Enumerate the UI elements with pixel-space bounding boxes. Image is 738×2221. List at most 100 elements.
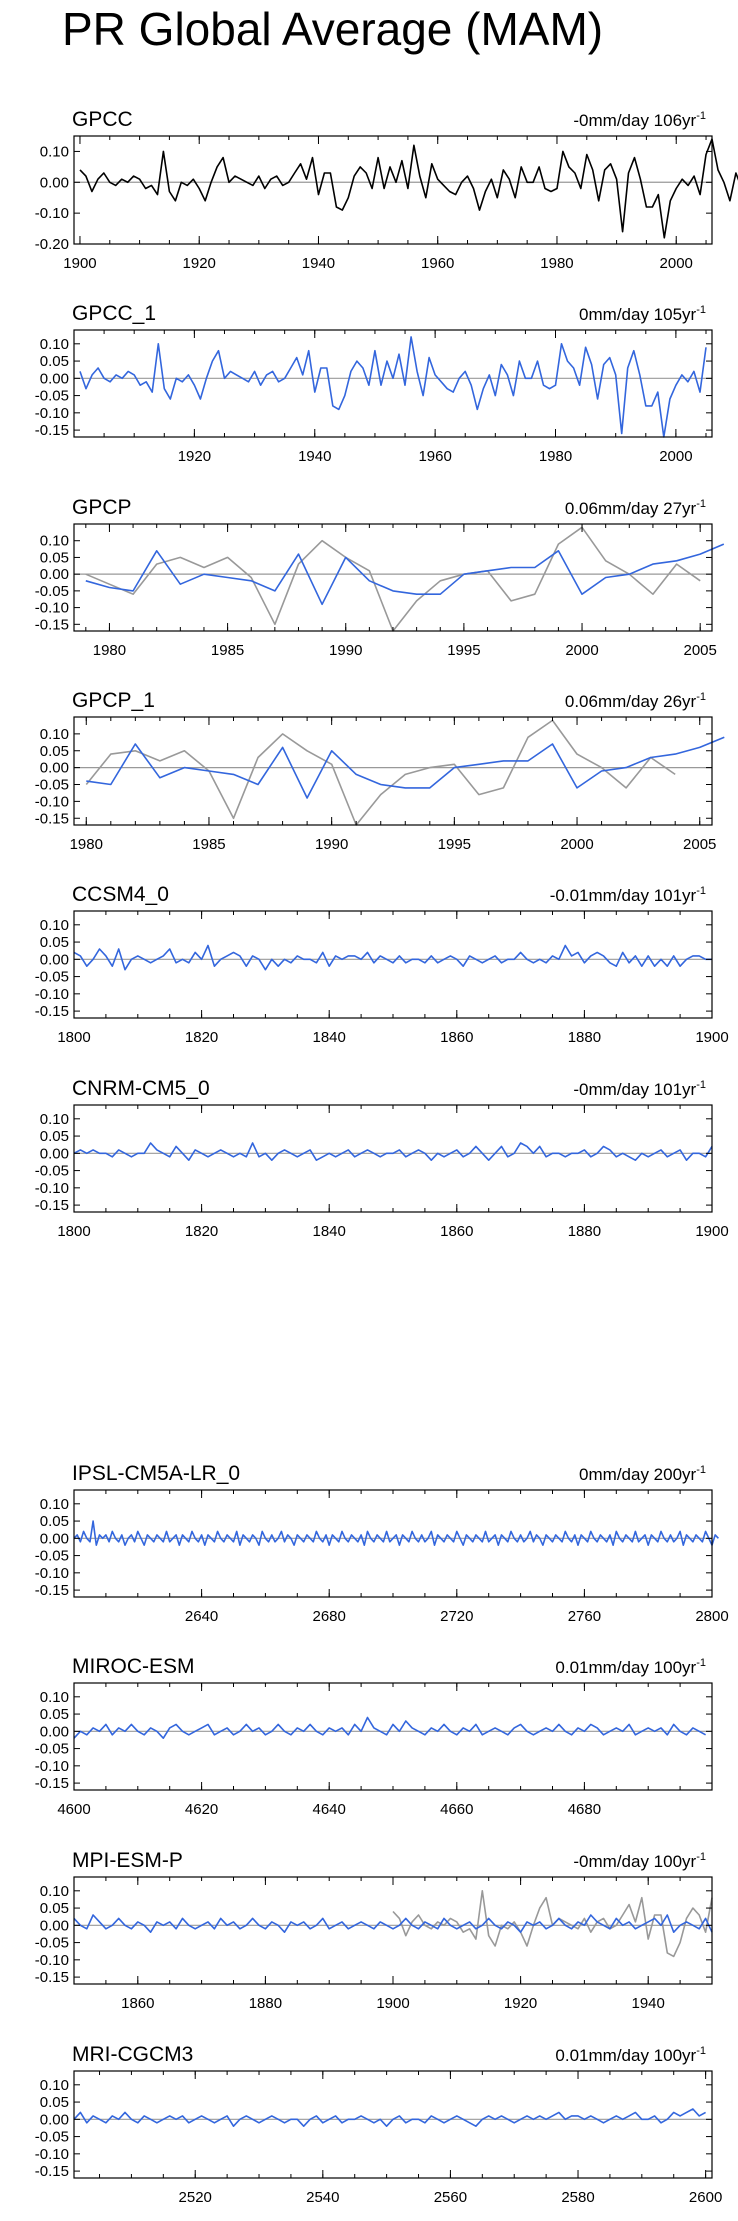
x-tick-label: 1900 [695,1029,728,1046]
x-tick-label: 2600 [689,2189,722,2206]
x-tick-label: 1900 [376,1995,409,2012]
series-line-miroc-esm [73,1716,706,1739]
trend-label: 0mm/day 105yr-1 [579,304,706,324]
y-tick-label: -0.10 [35,793,69,810]
series-line-gpcc-1 [79,336,707,438]
trend-value: -0mm/day 101yr [573,1080,696,1099]
y-tick-label: 0.05 [40,1900,69,1917]
x-tick-label: 1920 [183,255,216,272]
y-tick-label: -0.05 [35,583,69,600]
y-tick-label: 0.10 [40,533,69,550]
y-tick-label: -0.20 [35,236,69,253]
series-line-gpcp-1 [86,736,725,799]
trend-value: 0.06mm/day 27yr [565,499,697,518]
series-line-ccsm4-0 [73,944,712,971]
x-tick-label: 2760 [568,1608,601,1625]
trend-value: 0.01mm/day 100yr [555,2046,696,2065]
y-tick-label: -0.05 [35,969,69,986]
y-tick-label: -0.15 [35,1197,69,1214]
x-tick-label: 2000 [660,255,693,272]
y-tick-label: -0.05 [35,388,69,405]
panel-title: CCSM4_0 [72,883,169,906]
trend-exponent: -1 [696,1079,706,1091]
panel-title: MPI-ESM-P [72,1849,183,1872]
x-tick-label: 2000 [560,836,593,853]
x-tick-label: 1990 [315,836,348,853]
y-tick-label: -0.15 [35,810,69,827]
y-tick-label: -0.10 [35,1180,69,1197]
panel-title: GPCC_1 [72,302,156,325]
x-tick-label: 4680 [568,1801,601,1818]
x-tick-label: 2640 [185,1608,218,1625]
y-tick-label: -0.05 [35,1163,69,1180]
y-tick-label: -0.05 [35,1548,69,1565]
y-tick-label: 0.05 [40,1706,69,1723]
trend-exponent: -1 [696,691,706,703]
trend-value: 0mm/day 105yr [579,305,696,324]
trend-label: -0.01mm/day 101yr-1 [550,885,706,905]
plot-frame [73,1876,713,1985]
y-tick-label: -0.15 [35,1775,69,1792]
series-line-mpi-esm-p [73,1914,713,1933]
y-tick-label: -0.05 [35,1741,69,1758]
x-tick-label: 1840 [313,1223,346,1240]
x-tick-label: 1980 [539,448,572,465]
y-tick-label: -0.05 [35,1935,69,1952]
x-tick-label: 1800 [57,1029,90,1046]
x-tick-label: 1940 [298,448,331,465]
trend-value: 0.06mm/day 26yr [565,692,697,711]
trend-label: 0.01mm/day 100yr-1 [555,2045,706,2065]
trend-exponent: -1 [696,498,706,510]
y-tick-label: 0.00 [40,2111,69,2128]
x-tick-label: 4640 [313,1801,346,1818]
trend-exponent: -1 [696,2045,706,2057]
plot-frame [73,1104,713,1213]
chart-panel-mpi-esm-p: MPI-ESM-P -0mm/day 100yr-10.100.050.00-0.… [35,1849,713,2012]
x-tick-label: 1980 [93,642,126,659]
x-tick-label: 1995 [447,642,480,659]
plot-frame [73,2070,713,2179]
x-tick-label: 2560 [434,2189,467,2206]
plot-frame [73,1489,713,1598]
panel-title: GPCP_1 [72,689,155,712]
panel-title: MRI-CGCM3 [72,2043,193,2066]
trend-value: 0mm/day 200yr [579,1465,696,1484]
panel-title: GPCC [72,108,133,131]
trend-label: -0mm/day 106yr-1 [573,110,706,130]
y-tick-label: -0.10 [35,1565,69,1582]
x-tick-label: 1985 [192,836,225,853]
series-line-gpcc-reference [85,526,701,632]
trend-exponent: -1 [696,885,706,897]
x-tick-label: 1960 [421,255,454,272]
trend-value: -0mm/day 100yr [573,1852,696,1871]
chart-panel-mri-cgcm3: MRI-CGCM3 0.01mm/day 100yr-10.100.050.00-… [35,2043,723,2206]
x-tick-label: 1880 [249,1995,282,2012]
y-tick-label: -0.15 [35,1003,69,1020]
x-tick-label: 1860 [440,1029,473,1046]
x-tick-label: 1985 [211,642,244,659]
y-tick-label: -0.05 [35,777,69,794]
y-tick-label: 0.05 [40,934,69,951]
x-tick-label: 1880 [568,1223,601,1240]
plot-frame [73,1682,713,1791]
series-line-cnrm-cm5-0 [73,1142,713,1161]
x-tick-label: 4620 [185,1801,218,1818]
x-tick-label: 4660 [440,1801,473,1818]
x-tick-label: 4600 [57,1801,90,1818]
y-tick-label: 0.10 [40,2077,69,2094]
x-tick-label: 2000 [565,642,598,659]
x-tick-label: 2800 [695,1608,728,1625]
x-tick-label: 2520 [179,2189,212,2206]
panel-title: IPSL-CM5A-LR_0 [72,1462,240,1485]
chart-panel-gpcp: GPCP 0.06mm/day 27yr-10.100.050.00-0.05-0… [35,496,725,659]
x-tick-label: 1920 [504,1995,537,2012]
trend-exponent: -1 [696,1464,706,1476]
y-tick-label: -0.15 [35,422,69,439]
x-tick-label: 1820 [185,1223,218,1240]
x-tick-label: 1990 [329,642,362,659]
y-tick-label: -0.10 [35,205,69,222]
trend-label: -0mm/day 100yr-1 [573,1851,706,1871]
x-tick-label: 1940 [632,1995,665,2012]
y-tick-label: -0.10 [35,986,69,1003]
